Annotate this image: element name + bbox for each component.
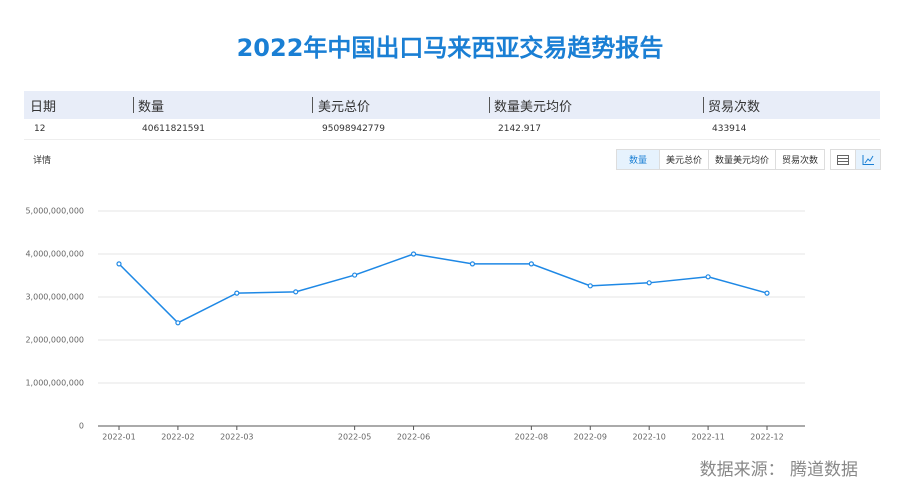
y-tick-label: 1,000,000,000 (25, 379, 84, 388)
chart: 0 1,000,000,000 2,000,000,000 3,000,000,000… (25, 207, 805, 442)
column-separator (133, 97, 134, 113)
table-row: 12 40611821591 95098942779 2142.917 433914 (24, 119, 880, 140)
x-tick-label: 2022-01 (102, 433, 135, 442)
point (116, 261, 122, 267)
chart-icon (862, 154, 874, 165)
summary-table: 日期 数量 美元总价 数量美元均价 贸易次数 12 40611821591 95098942… (24, 91, 880, 140)
table-cell: 12 (34, 124, 46, 134)
table-cell: 433914 (712, 124, 747, 134)
metric-tab[interactable]: 数量 (617, 150, 660, 169)
metric-tab[interactable]: 美元总价 (659, 150, 708, 169)
x-tick-label: 2022-11 (691, 433, 724, 442)
column-separator (489, 97, 490, 113)
x-tick-label: 2022-06 (397, 433, 430, 442)
point (410, 251, 417, 257)
point (764, 290, 770, 296)
point (352, 272, 358, 278)
table-header-cell: 日期 (30, 99, 57, 115)
table-header-cell: 数量美元均价 (494, 99, 573, 115)
metric-tab[interactable]: 贸易次数 (775, 150, 824, 169)
line (118, 253, 768, 324)
table-header-cell: 贸易次数 (708, 99, 761, 115)
x-tick-label: 2022-02 (161, 433, 194, 442)
column-separator (312, 97, 313, 113)
point (587, 283, 593, 289)
metric-tabs: 数量 美元总价 数量美元均价 贸易次数 (616, 149, 826, 170)
table-cell: 40611821591 (142, 124, 205, 134)
detail-label: 详情 (33, 156, 52, 166)
y-tick-label: 5,000,000,000 (25, 207, 84, 216)
x-tick-label: 2022-09 (574, 433, 607, 442)
point (705, 274, 711, 280)
point (175, 320, 181, 326)
table-header-cell: 数量 (138, 99, 165, 115)
data-source: 数据来源： 腾道数据 (699, 460, 858, 480)
column-separator (703, 97, 704, 113)
x-tick-label: 2022-05 (338, 433, 371, 442)
x-tick-label: 2022-10 (632, 433, 665, 442)
point (293, 289, 299, 295)
y-tick-label: 0 (79, 422, 84, 431)
x-tick-label: 2022-12 (750, 433, 783, 442)
table-header-cell: 美元总价 (318, 99, 371, 115)
table-icon (836, 154, 849, 165)
x-tick-label: 2022-03 (220, 433, 253, 442)
point (469, 261, 476, 267)
point (646, 280, 652, 286)
chart-view-button[interactable] (854, 150, 880, 169)
point (234, 290, 240, 296)
y-tick-label: 4,000,000,000 (25, 250, 84, 259)
table-cell: 2142.917 (498, 124, 541, 134)
table-view-button[interactable] (831, 150, 855, 169)
report-title: 2022年中国出口马来西亚交易趋势报告 (236, 34, 664, 62)
y-tick-label: 3,000,000,000 (25, 293, 84, 302)
table-cell: 95098942779 (322, 124, 385, 134)
y-tick-label: 2,000,000,000 (25, 336, 84, 345)
table-header: 日期 数量 美元总价 数量美元均价 贸易次数 (24, 91, 880, 119)
x-tick-label: 2022-08 (515, 433, 548, 442)
metric-tab[interactable]: 数量美元均价 (708, 150, 775, 169)
point (528, 261, 534, 267)
view-toggle (830, 149, 881, 170)
